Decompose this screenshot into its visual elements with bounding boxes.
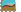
Point [5, 7, 6, 8]
Point [6, 8, 7, 9]
Point [4, 7, 5, 8]
Point [13, 8, 14, 9]
Point [3, 8, 4, 9]
Point [6, 8, 7, 9]
Point [6, 7, 7, 8]
Point [11, 9, 12, 10]
